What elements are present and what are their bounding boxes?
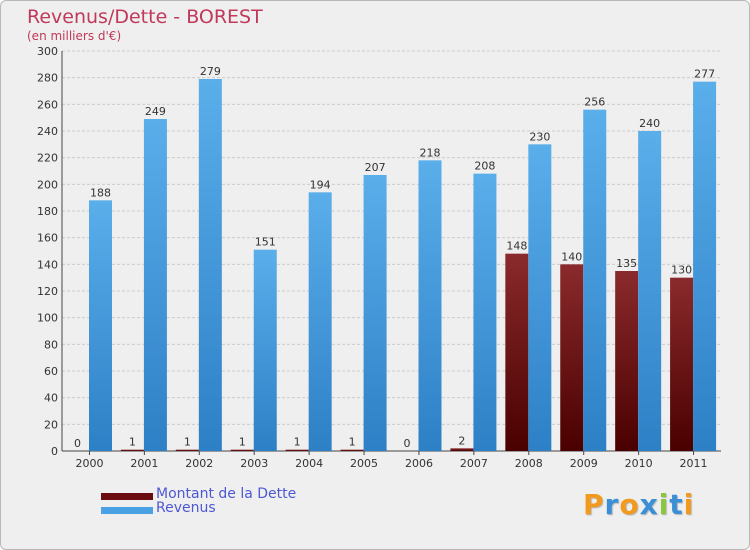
x-tick-label: 2000 bbox=[75, 457, 103, 470]
y-tick-label: 140 bbox=[37, 258, 58, 271]
data-label-dette-2006: 0 bbox=[404, 437, 411, 450]
bar-revenus-2007 bbox=[473, 173, 497, 451]
logo-letter: i bbox=[658, 488, 670, 521]
bar-revenus-2004 bbox=[308, 192, 332, 452]
y-tick-label: 180 bbox=[37, 205, 58, 218]
data-label-dette-2007: 2 bbox=[458, 434, 465, 447]
bar-revenus-2000 bbox=[89, 200, 112, 451]
plot-area bbox=[62, 51, 721, 451]
data-label-revenus-2009: 256 bbox=[584, 96, 605, 109]
y-tick-label: 60 bbox=[44, 365, 58, 378]
bar-revenus-2003 bbox=[253, 249, 277, 451]
data-label-revenus-2011: 277 bbox=[694, 68, 715, 81]
data-label-dette-2000: 0 bbox=[74, 437, 81, 450]
x-tick-label: 2010 bbox=[625, 457, 653, 470]
data-label-revenus-2008: 230 bbox=[529, 130, 550, 143]
data-label-dette-2011: 130 bbox=[671, 264, 692, 277]
y-tick-label: 20 bbox=[44, 418, 58, 431]
data-label-revenus-2000: 188 bbox=[90, 186, 111, 199]
x-tick-label: 2007 bbox=[460, 457, 488, 470]
data-label-revenus-2001: 249 bbox=[145, 105, 166, 118]
x-tick-label: 2004 bbox=[295, 457, 323, 470]
bar-dette-2005 bbox=[340, 449, 364, 451]
bar-dette-2004 bbox=[285, 449, 309, 451]
data-label-revenus-2007: 208 bbox=[474, 160, 495, 173]
x-tick-label: 2006 bbox=[405, 457, 433, 470]
bar-revenus-2001 bbox=[143, 119, 167, 451]
bar-revenus-2005 bbox=[363, 175, 387, 451]
legend-label-revenus: Revenus bbox=[156, 500, 216, 516]
y-tick-label: 300 bbox=[37, 45, 58, 58]
y-tick-label: 240 bbox=[37, 125, 58, 138]
data-label-dette-2001: 1 bbox=[129, 436, 136, 449]
bar-dette-2003 bbox=[230, 449, 254, 451]
x-tick-label: 2002 bbox=[185, 457, 213, 470]
y-tick-label: 220 bbox=[37, 152, 58, 165]
chart-title: Revenus/Dette - BOREST bbox=[27, 6, 263, 28]
logo-letter: t bbox=[669, 488, 684, 521]
y-tick-label: 0 bbox=[51, 445, 58, 458]
y-tick-label: 280 bbox=[37, 72, 58, 85]
bar-revenus-2009 bbox=[583, 109, 607, 452]
data-label-revenus-2010: 240 bbox=[639, 117, 660, 130]
data-label-dette-2008: 148 bbox=[506, 240, 527, 253]
bar-dette-2007 bbox=[450, 448, 474, 451]
bar-revenus-2010 bbox=[638, 131, 662, 451]
bar-dette-2001 bbox=[120, 449, 144, 451]
data-label-dette-2002: 1 bbox=[184, 436, 191, 449]
bar-revenus-2008 bbox=[528, 144, 552, 452]
y-tick-label: 100 bbox=[37, 312, 58, 325]
x-tick-label: 2005 bbox=[350, 457, 378, 470]
x-tick-label: 2009 bbox=[570, 457, 598, 470]
chart-subtitle: (en milliers d'€) bbox=[27, 29, 122, 43]
bar-dette-2011 bbox=[670, 277, 694, 451]
legend-swatch-revenus bbox=[101, 507, 153, 514]
y-tick-label: 120 bbox=[37, 285, 58, 298]
proxiti-logo: Proxiti bbox=[583, 488, 694, 521]
data-label-revenus-2003: 151 bbox=[255, 236, 276, 249]
data-label-dette-2010: 135 bbox=[616, 257, 637, 270]
data-label-revenus-2005: 207 bbox=[365, 161, 386, 174]
bar-dette-2010 bbox=[615, 271, 639, 451]
logo-letter: r bbox=[604, 488, 620, 521]
x-tick-label: 2008 bbox=[515, 457, 543, 470]
data-label-revenus-2006: 218 bbox=[420, 146, 441, 159]
data-label-revenus-2002: 279 bbox=[200, 65, 221, 78]
bar-revenus-2002 bbox=[198, 79, 222, 451]
logo-letter: P bbox=[583, 488, 605, 521]
data-label-dette-2005: 1 bbox=[349, 436, 356, 449]
data-label-dette-2003: 1 bbox=[239, 436, 246, 449]
bar-revenus-2011 bbox=[693, 81, 717, 452]
y-tick-label: 40 bbox=[44, 392, 58, 405]
y-tick-label: 160 bbox=[37, 232, 58, 245]
data-label-revenus-2004: 194 bbox=[310, 178, 331, 191]
y-tick-label: 200 bbox=[37, 178, 58, 191]
y-tick-label: 80 bbox=[44, 338, 58, 351]
data-label-dette-2009: 140 bbox=[561, 250, 582, 263]
legend-swatch-dette bbox=[101, 493, 153, 500]
bar-dette-2002 bbox=[175, 449, 199, 451]
logo-letter: i bbox=[683, 488, 695, 521]
bar-dette-2009 bbox=[560, 264, 584, 451]
bar-revenus-2006 bbox=[418, 160, 442, 452]
logo-letter: o bbox=[619, 488, 640, 521]
legend-label-dette: Montant de la Dette bbox=[156, 486, 297, 502]
data-label-dette-2004: 1 bbox=[294, 436, 301, 449]
x-tick-label: 2011 bbox=[680, 457, 708, 470]
y-tick-label: 260 bbox=[37, 98, 58, 111]
x-tick-label: 2003 bbox=[240, 457, 268, 470]
bar-dette-2008 bbox=[505, 253, 529, 451]
logo-letter: x bbox=[639, 488, 659, 521]
x-tick-label: 2001 bbox=[130, 457, 158, 470]
